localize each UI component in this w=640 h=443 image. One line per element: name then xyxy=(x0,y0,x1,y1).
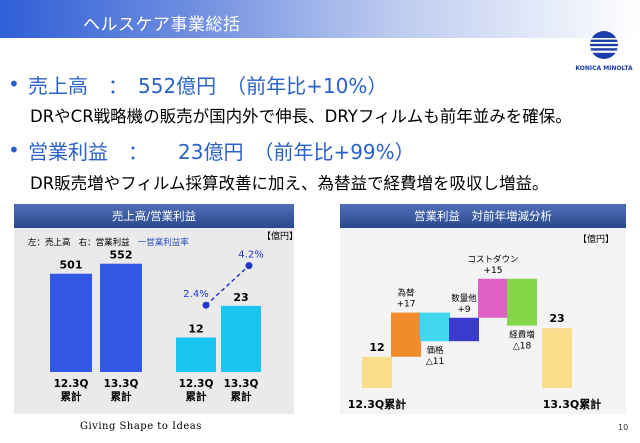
waterfall-bar xyxy=(507,278,537,326)
legend-left: 左：売上高 xyxy=(28,238,71,248)
company-logo: KONICA MINOLTA xyxy=(575,31,633,72)
waterfall-axis-label: 12.3Q累計 xyxy=(348,397,407,411)
sales-category-label: 累計 xyxy=(61,390,82,403)
profit-bar xyxy=(221,305,261,372)
sales-category-label: 累計 xyxy=(111,390,132,403)
profit-category-label: 12.3Q xyxy=(179,378,214,390)
waterfall-bar xyxy=(542,328,572,388)
bullet-1-detail: DRやCR戦略機の販売が国内外で伸長、DRYフィルムも前年並みを確保。 xyxy=(30,107,572,126)
waterfall-bar xyxy=(478,278,508,318)
waterfall-chart: 12 為替+17 価格△11 数量他+9 コストダウン+15 経費増△18 23 12.3Q累… xyxy=(348,254,602,411)
right-unit-label: 【億円】 xyxy=(578,235,615,245)
sales-value-label: 501 xyxy=(60,259,83,272)
sales-bar xyxy=(100,263,142,372)
waterfall-delta-name: 経費増 xyxy=(509,330,535,341)
profit-category-label: 13.3Q xyxy=(224,378,259,390)
margin-label: 4.2% xyxy=(238,250,263,261)
waterfall-bar xyxy=(420,312,450,342)
page-title: ヘルスケア事業総括 xyxy=(83,15,241,35)
waterfall-total-label: 12 xyxy=(369,341,384,354)
bullet-dot-icon: • xyxy=(8,72,20,96)
profit-value-label: 12 xyxy=(188,323,203,336)
bullet-2-detail: DR販売増やフィルム採算改善に加え、為替益で経費増を吸収し増益。 xyxy=(30,174,549,193)
waterfall-delta-value: △18 xyxy=(513,342,532,352)
waterfall-bar xyxy=(362,356,392,388)
legend-line: 一営業利益率 xyxy=(137,238,189,248)
sales-category-label: 13.3Q xyxy=(104,378,139,390)
waterfall-delta-name: 為替 xyxy=(397,288,415,299)
waterfall-delta-name: 価格 xyxy=(426,345,444,356)
left-unit-label: 【億円】 xyxy=(262,232,299,242)
right-panel-title: 営業利益 対前年増減分析 xyxy=(340,204,626,228)
waterfall-delta-name: 数量他 xyxy=(451,293,477,304)
profit-bar xyxy=(176,337,216,372)
waterfall-bar xyxy=(391,312,421,357)
waterfall-delta-name: コストダウン xyxy=(467,254,518,265)
logo-mark-icon xyxy=(589,31,619,59)
profit-value-label: 23 xyxy=(233,291,248,304)
margin-point xyxy=(245,262,253,270)
bullet-1-lead: 売上高 ： 552億円 （前年比+10%） xyxy=(28,74,388,98)
sales-value-label: 552 xyxy=(110,249,133,262)
profit-category-label: 累計 xyxy=(186,390,207,403)
waterfall-axis-label: 13.3Q累計 xyxy=(543,397,602,411)
bullet-2-lead: 営業利益 ： 23億円 （前年比+99%） xyxy=(28,140,415,164)
sales-category-label: 12.3Q xyxy=(54,378,89,390)
waterfall-delta-value: +15 xyxy=(484,266,503,276)
margin-label: 2.4% xyxy=(183,289,208,300)
waterfall-total-label: 23 xyxy=(549,312,564,325)
sales-bar xyxy=(50,273,92,372)
margin-point xyxy=(202,301,210,309)
legend-right: 右：営業利益 xyxy=(78,238,130,248)
footer-tagline: Giving Shape to Ideas xyxy=(80,421,202,432)
waterfall-delta-value: +9 xyxy=(457,305,471,315)
profit-category-label: 累計 xyxy=(231,390,252,403)
left-panel-title: 売上高/営業利益 xyxy=(14,204,294,228)
left-legend: 左：売上高 右：営業利益 一営業利益率 xyxy=(28,236,189,248)
waterfall-bar xyxy=(449,317,479,342)
waterfall-delta-value: +17 xyxy=(397,300,416,310)
waterfall-delta-value: △11 xyxy=(426,357,444,367)
margin-line xyxy=(205,265,250,306)
page-number: 10 xyxy=(618,423,629,432)
bullet-dot-icon: • xyxy=(8,138,20,162)
title-bar xyxy=(0,0,640,38)
logo-text: KONICA MINOLTA xyxy=(575,65,633,72)
